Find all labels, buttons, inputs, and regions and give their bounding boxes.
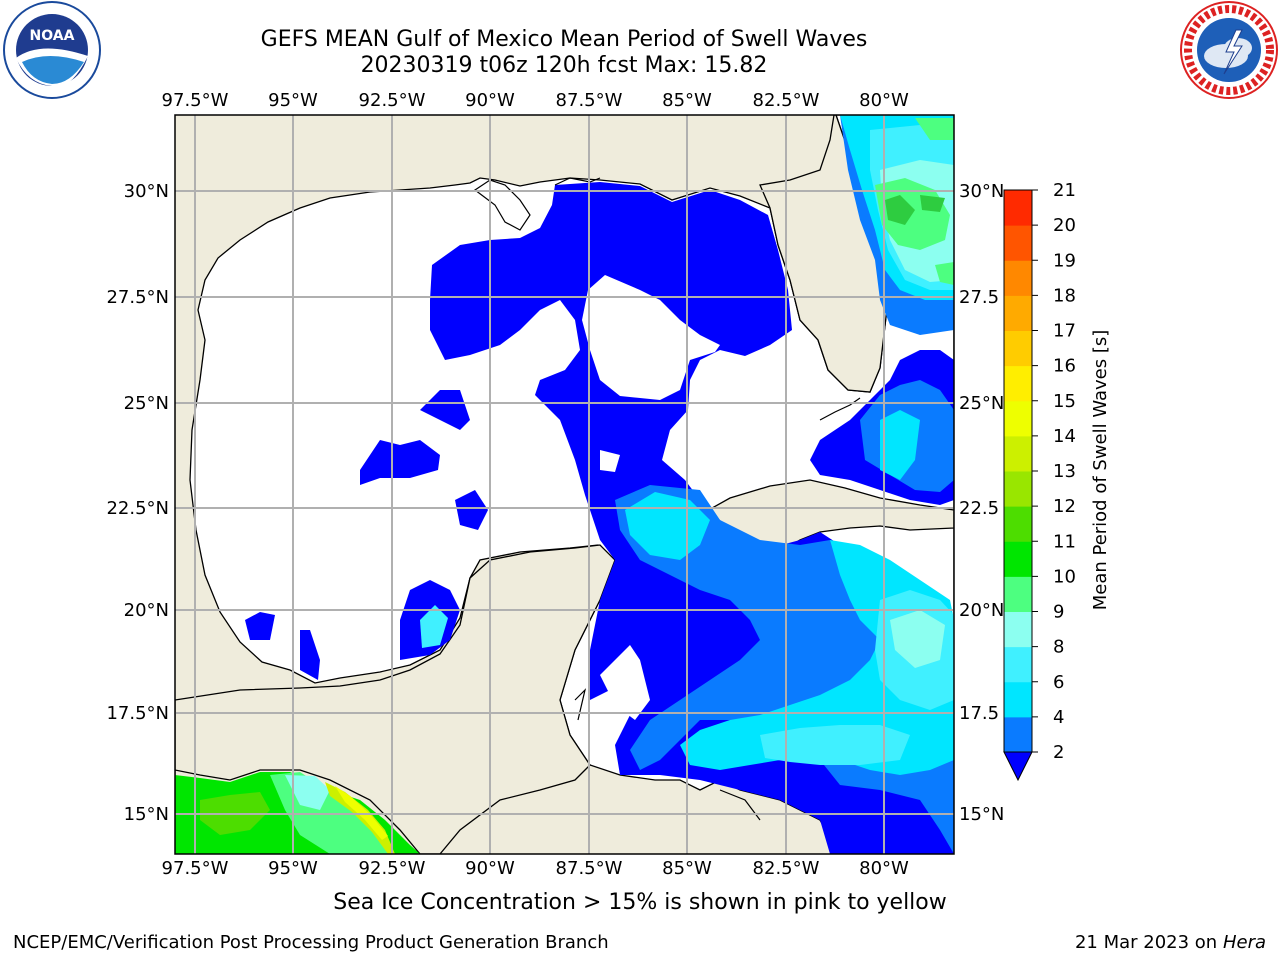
footer-date-text: 21 Mar 2023 on bbox=[1074, 932, 1218, 953]
colorbar-tick-label: 12 bbox=[1053, 496, 1076, 517]
lon-label-top: 90°W bbox=[465, 90, 515, 111]
chart-title: GEFS MEAN Gulf of Mexico Mean Period of … bbox=[261, 27, 868, 79]
colorbar-segment bbox=[1004, 295, 1032, 331]
plot-frame bbox=[174, 114, 955, 855]
lat-label-left: 20°N bbox=[124, 600, 169, 621]
colorbar-tick-label: 19 bbox=[1053, 250, 1076, 271]
colorbar-tick-label: 9 bbox=[1053, 602, 1064, 623]
lon-label-top: 82.5°W bbox=[753, 90, 820, 111]
plot-area bbox=[175, 115, 954, 854]
lat-label-right: 20°N bbox=[959, 600, 1004, 621]
colorbar: 2 4 6 8 9 10 11 12 13 14 15 16 17 18 19 20 21 bbox=[1003, 180, 1076, 782]
lat-label-left: 22.5°N bbox=[106, 498, 169, 519]
nws-logo-icon bbox=[1180, 1, 1278, 99]
colorbar-segment bbox=[1004, 190, 1032, 226]
colorbar-segment bbox=[1004, 471, 1032, 507]
colorbar-segment bbox=[1004, 681, 1032, 718]
colorbar-tick-label: 4 bbox=[1053, 707, 1064, 728]
colorbar-tick-label: 8 bbox=[1053, 637, 1064, 658]
noaa-logo-icon: NOAA bbox=[3, 1, 101, 99]
lat-ticks-right: 30°N 27.5 25°N 22.5 20°N 17.5 15°N bbox=[959, 181, 1004, 825]
colorbar-tick-label: 11 bbox=[1053, 531, 1076, 552]
lat-label-left: 25°N bbox=[124, 393, 169, 414]
lon-label-bottom: 92.5°W bbox=[359, 858, 426, 879]
lat-label-right: 22.5 bbox=[959, 498, 999, 519]
footer-date: 21 Mar 2023 on Hera bbox=[1075, 932, 1266, 953]
lon-label-top: 97.5°W bbox=[162, 90, 229, 111]
lat-label-right: 15°N bbox=[959, 804, 1004, 825]
lon-label-bottom: 95°W bbox=[268, 858, 318, 879]
lat-label-right: 25°N bbox=[959, 393, 1004, 414]
swell-9-11 bbox=[875, 118, 954, 285]
colorbar-segment bbox=[1004, 225, 1032, 261]
lat-label-left: 17.5°N bbox=[106, 703, 169, 724]
lon-label-bottom: 97.5°W bbox=[162, 858, 229, 879]
footer-credit: NCEP/EMC/Verification Post Processing Pr… bbox=[13, 932, 609, 953]
lat-label-right: 17.5 bbox=[959, 703, 999, 724]
colorbar-tick-label: 14 bbox=[1053, 426, 1076, 447]
lon-ticks-top: 97.5°W 95°W 92.5°W 90°W 87.5°W 85°W 82.5… bbox=[162, 90, 909, 111]
lon-label-top: 87.5°W bbox=[556, 90, 623, 111]
colorbar-segment bbox=[1004, 506, 1032, 542]
graticule bbox=[175, 115, 954, 854]
no-data-holes bbox=[582, 275, 720, 720]
colorbar-tick-label: 17 bbox=[1053, 321, 1076, 342]
colorbar-tick-label: 20 bbox=[1053, 215, 1076, 236]
coast-details bbox=[473, 177, 861, 821]
colorbar-segment bbox=[1004, 330, 1032, 367]
colorbar-segment bbox=[1004, 716, 1032, 753]
lon-ticks-bottom: 97.5°W 95°W 92.5°W 90°W 87.5°W 85°W 82.5… bbox=[162, 858, 909, 879]
colorbar-tick-label: 16 bbox=[1053, 356, 1076, 377]
lon-label-top: 95°W bbox=[268, 90, 318, 111]
lat-label-right: 27.5 bbox=[959, 287, 999, 308]
colorbar-tick-label: 10 bbox=[1053, 566, 1076, 587]
colorbar-label: Mean Period of Swell Waves [s] bbox=[1090, 330, 1111, 611]
lon-label-bottom: 80°W bbox=[859, 858, 909, 879]
lat-label-right: 30°N bbox=[959, 181, 1004, 202]
lon-label-bottom: 87.5°W bbox=[556, 858, 623, 879]
lon-label-top: 92.5°W bbox=[359, 90, 426, 111]
lon-label-bottom: 82.5°W bbox=[753, 858, 820, 879]
svg-text:NOAA: NOAA bbox=[30, 28, 75, 44]
colorbar-segment bbox=[1004, 260, 1032, 296]
colorbar-segment bbox=[1004, 541, 1032, 577]
colorbar-segment bbox=[1004, 576, 1032, 612]
colorbar-tick-label: 13 bbox=[1053, 461, 1076, 482]
title-line-1: GEFS MEAN Gulf of Mexico Mean Period of … bbox=[260, 27, 868, 52]
colorbar-tick-label: 15 bbox=[1053, 391, 1076, 412]
lat-label-left: 27.5°N bbox=[106, 287, 169, 308]
swell-11-12 bbox=[885, 195, 945, 225]
lat-label-left: 30°N bbox=[124, 181, 169, 202]
colorbar-segment bbox=[1004, 400, 1032, 437]
lon-label-bottom: 90°W bbox=[465, 858, 515, 879]
lat-label-left: 15°N bbox=[124, 804, 169, 825]
lon-label-top: 85°W bbox=[662, 90, 712, 111]
colorbar-tick-label: 18 bbox=[1053, 285, 1076, 306]
lon-label-bottom: 85°W bbox=[662, 858, 712, 879]
lat-ticks-left: 30°N 27.5°N 25°N 22.5°N 20°N 17.5°N 15°N bbox=[106, 181, 169, 825]
colorbar-segment bbox=[1004, 646, 1032, 683]
colorbar-tick-label: 2 bbox=[1053, 742, 1064, 763]
colorbar-segment bbox=[1004, 435, 1032, 472]
lon-label-top: 80°W bbox=[859, 90, 909, 111]
colorbar-tick-label: 21 bbox=[1053, 180, 1076, 201]
colorbar-under-arrow bbox=[1003, 751, 1033, 782]
sea-ice-caption: Sea Ice Concentration > 15% is shown in … bbox=[333, 890, 947, 915]
title-line-2: 20230319 t06z 120h fcst Max: 15.82 bbox=[360, 53, 768, 78]
colorbar-segment bbox=[1004, 611, 1032, 648]
colorbar-tick-label: 6 bbox=[1053, 672, 1064, 693]
colorbar-segment bbox=[1004, 365, 1032, 402]
footer-host: Hera bbox=[1222, 932, 1266, 953]
